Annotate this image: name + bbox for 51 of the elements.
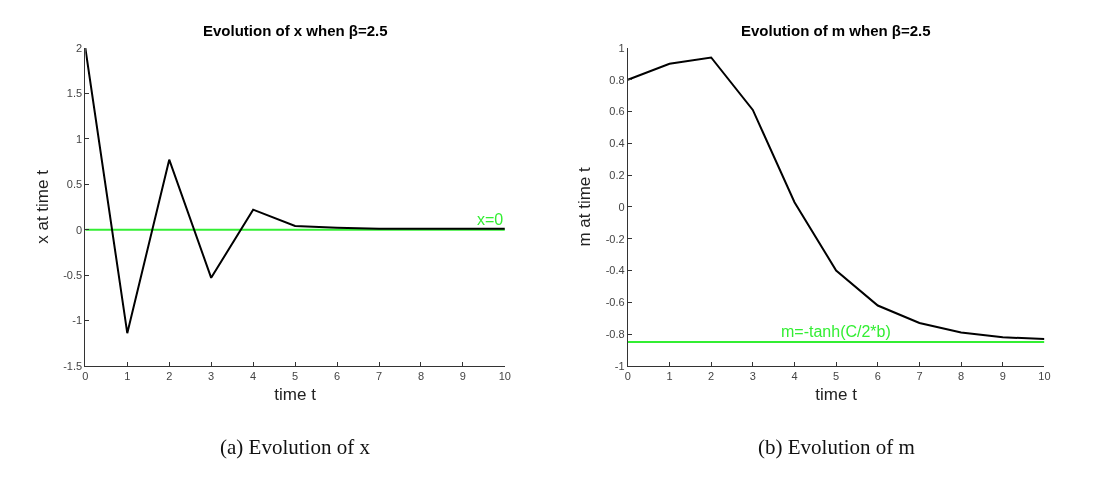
x-tick-label: 8	[958, 370, 965, 383]
x-tick-label: 7	[916, 370, 923, 383]
x-tick-label: 4	[791, 370, 798, 383]
y-tick-label: 0.4	[609, 137, 625, 150]
y-tick-label: -1	[72, 314, 83, 327]
x-tick-label: 10	[1038, 370, 1051, 383]
y-tick-label: 1	[76, 132, 83, 145]
y-tick-label: 0.8	[609, 73, 625, 86]
y-tick-label: -0.8	[605, 327, 625, 340]
x-tick-label: 6	[333, 370, 341, 383]
line-series	[85, 47, 505, 335]
x-tick-label: 5	[292, 370, 299, 383]
line-series	[627, 56, 1045, 340]
x-tick-label: 9	[999, 370, 1006, 383]
y-tick-label: 1.5	[66, 87, 83, 100]
x-tick-label: 1	[666, 370, 673, 383]
y-axis-title: x at time t	[32, 169, 52, 244]
x-tick-label: 7	[375, 370, 383, 383]
ref-line-label: m=-tanh(C/2*b)	[781, 323, 891, 340]
y-tick-label: -1.5	[63, 359, 83, 372]
x-tick-label: 4	[250, 370, 257, 383]
y-axis-title: m at time t	[575, 166, 595, 247]
x-axis-title: time t	[815, 384, 858, 404]
y-tick-label: 2	[76, 41, 83, 54]
text: (a) Evolution of x	[220, 435, 371, 459]
y-tick-label: 0	[618, 200, 625, 213]
y-tick-label: 0.6	[609, 105, 625, 118]
x-tick-label: 3	[208, 370, 215, 383]
x-tick-label: 9	[459, 370, 466, 383]
x-tick-label: 10	[498, 370, 511, 383]
x-tick-label: 5	[833, 370, 840, 383]
y-tick-label: -0.5	[63, 268, 83, 281]
y-tick-label: -0.6	[605, 296, 625, 309]
chart-title: Evolution of x when β=2.5	[203, 22, 388, 39]
x-axis-title: time t	[274, 384, 317, 404]
x-tick-label: 2	[708, 370, 715, 383]
y-tick-label: -0.2	[605, 232, 625, 245]
y-tick-label: 0.2	[609, 168, 625, 181]
x-tick-label: 6	[874, 370, 881, 383]
text: (b) Evolution of m	[758, 435, 915, 459]
y-tick-label: 0.5	[66, 178, 83, 191]
x-tick-label: 1	[124, 370, 131, 383]
x-tick-label: 8	[417, 370, 425, 383]
x-tick-label: 3	[749, 370, 756, 383]
y-tick-label: -1	[614, 359, 625, 372]
chart-title: Evolution of m when β=2.5	[741, 22, 931, 39]
y-tick-label: 1	[618, 41, 625, 54]
x-tick-label: 2	[166, 370, 173, 383]
y-tick-label: 0	[76, 223, 83, 236]
y-tick-label: -0.4	[605, 264, 625, 277]
ref-line-label: x=0	[477, 211, 504, 228]
